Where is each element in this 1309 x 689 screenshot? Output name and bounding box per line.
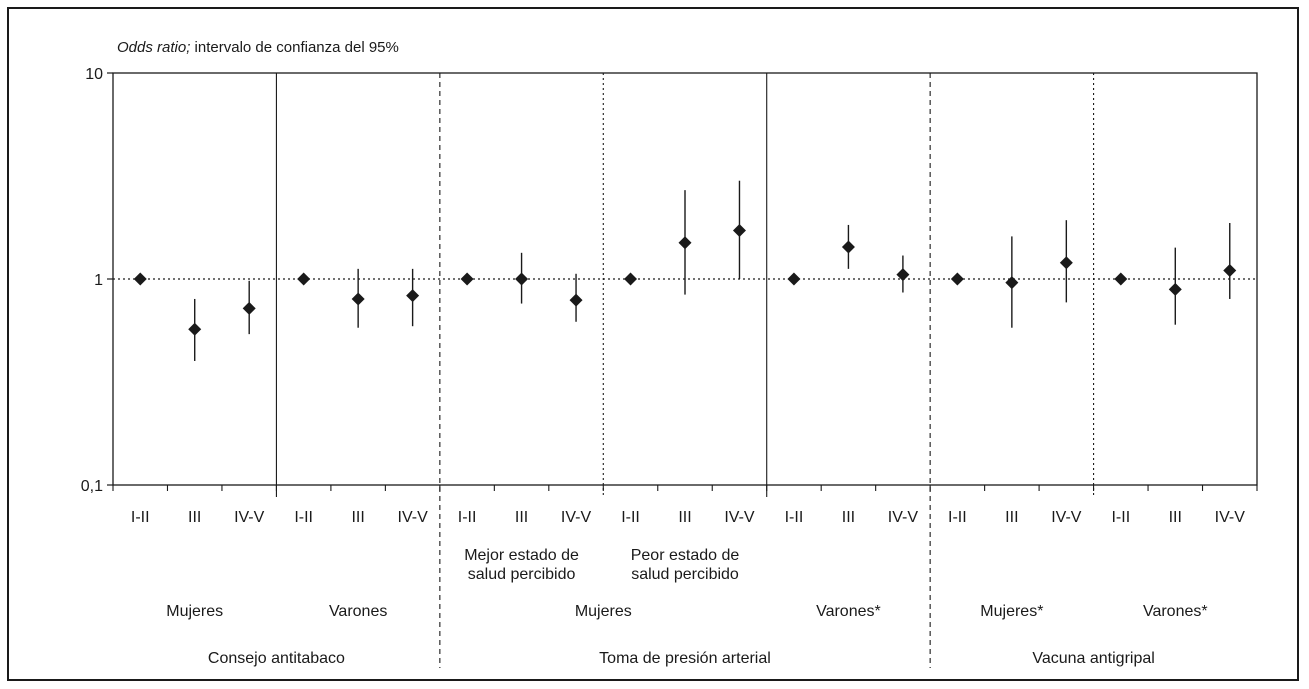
odds-ratio-point: [133, 272, 147, 286]
x-tick-label: III: [351, 509, 364, 526]
odds-ratio-point: [732, 223, 746, 237]
odds-ratio-point: [188, 322, 202, 336]
sex-label: Varones*: [1143, 603, 1208, 620]
x-tick-label: III: [1005, 509, 1018, 526]
outcome-label: Consejo antitabaco: [208, 650, 345, 667]
x-tick-label: IV-V: [888, 509, 919, 526]
y-tick-label: 0,1: [81, 478, 103, 495]
figure-frame: [7, 7, 1299, 681]
sex-label: Mujeres: [166, 603, 223, 620]
odds-ratio-point: [950, 272, 964, 286]
y-axis-title-italic: Odds ratio;: [117, 39, 190, 56]
x-tick-label: III: [515, 509, 528, 526]
odds-ratio-point: [297, 272, 311, 286]
y-tick-label: 1: [94, 272, 103, 289]
outcome-label: Toma de presión arterial: [599, 650, 771, 667]
subgroup-label: salud percibido: [468, 566, 576, 583]
odds-ratio-point: [351, 292, 365, 306]
odds-ratio-point: [678, 236, 692, 250]
odds-ratio-point: [787, 272, 801, 286]
x-tick-label: III: [842, 509, 855, 526]
odds-ratio-point: [242, 301, 256, 315]
x-tick-label: I-II: [785, 509, 804, 526]
sex-label: Varones*: [816, 603, 881, 620]
odds-ratio-point: [896, 268, 910, 282]
odds-ratio-point: [624, 272, 638, 286]
sex-label: Varones: [329, 603, 387, 620]
x-tick-label: III: [188, 509, 201, 526]
outcome-label: Vacuna antigripal: [1032, 650, 1154, 667]
x-tick-label: III: [1169, 509, 1182, 526]
x-tick-label: I-II: [1111, 509, 1130, 526]
y-tick-label: 10: [85, 66, 103, 83]
odds-ratio-point: [1223, 263, 1237, 277]
odds-ratio-point: [1114, 272, 1128, 286]
odds-ratio-point: [515, 272, 529, 286]
y-axis-title-rest: intervalo de confianza del 95%: [190, 39, 398, 56]
x-tick-label: I-II: [294, 509, 313, 526]
subgroup-label: Mejor estado de: [464, 547, 579, 564]
odds-ratio-point: [1059, 256, 1073, 270]
x-tick-label: IV-V: [724, 509, 755, 526]
odds-ratio-point: [406, 289, 420, 303]
x-tick-label: IV-V: [1215, 509, 1246, 526]
x-tick-label: I-II: [621, 509, 640, 526]
subgroup-label: Peor estado de: [631, 547, 740, 564]
odds-ratio-point: [1168, 282, 1182, 296]
odds-ratio-point: [1005, 276, 1019, 290]
sex-label: Mujeres*: [980, 603, 1043, 620]
y-axis-title: Odds ratio; intervalo de confianza del 9…: [117, 39, 399, 56]
x-tick-label: IV-V: [234, 509, 265, 526]
x-tick-label: I-II: [131, 509, 150, 526]
x-tick-label: I-II: [458, 509, 477, 526]
sex-label: Mujeres: [575, 603, 632, 620]
x-tick-label: IV-V: [398, 509, 429, 526]
odds-ratio-point: [841, 240, 855, 254]
odds-ratio-point: [460, 272, 474, 286]
x-tick-label: I-II: [948, 509, 967, 526]
subgroup-label: salud percibido: [631, 566, 739, 583]
x-tick-label: IV-V: [561, 509, 592, 526]
x-tick-label: III: [678, 509, 691, 526]
odds-ratio-point: [569, 293, 583, 307]
x-tick-label: IV-V: [1051, 509, 1082, 526]
